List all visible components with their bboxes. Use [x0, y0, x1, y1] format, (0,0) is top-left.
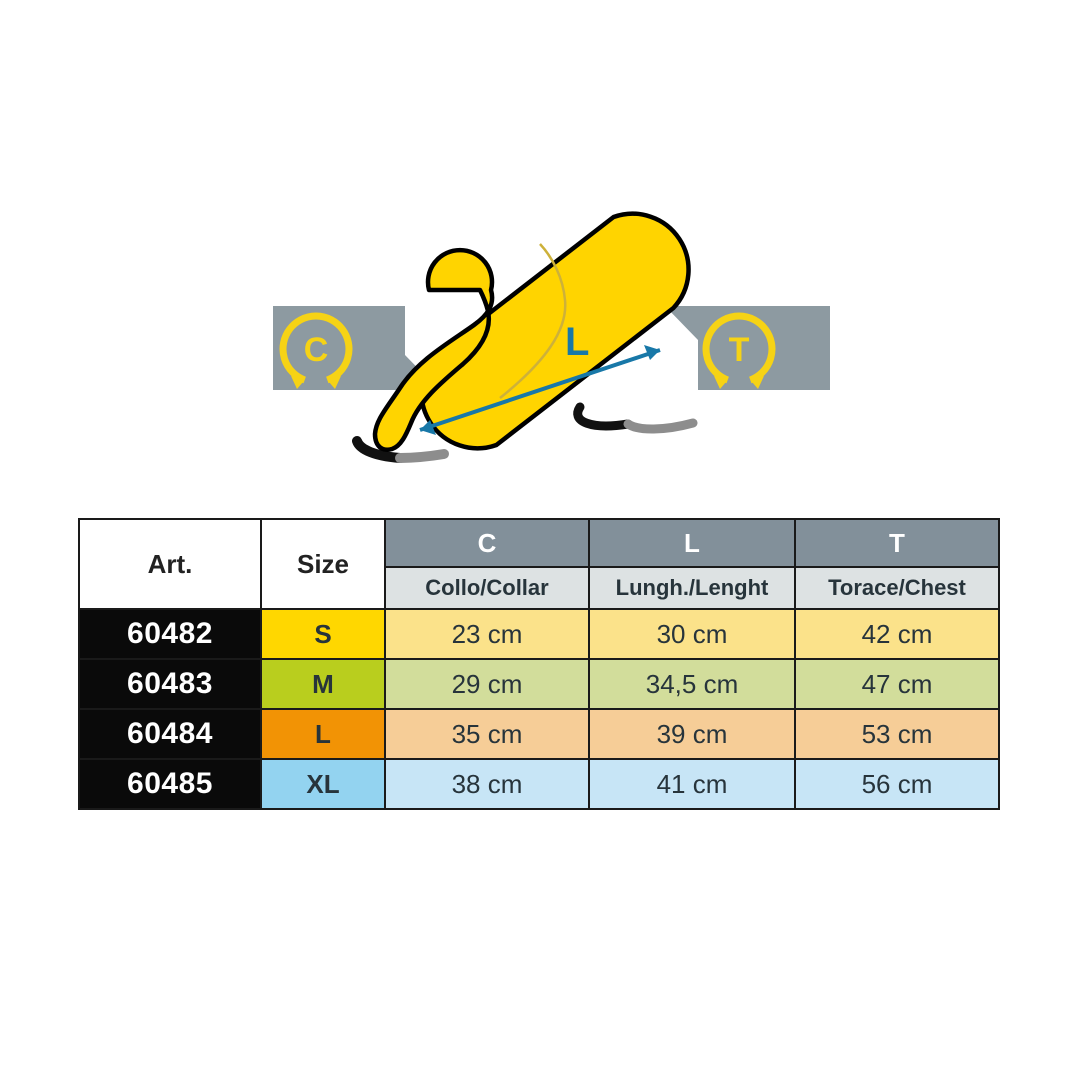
svg-text:L: L: [565, 320, 589, 364]
svg-text:C: C: [304, 331, 329, 369]
svg-text:T: T: [729, 331, 750, 369]
